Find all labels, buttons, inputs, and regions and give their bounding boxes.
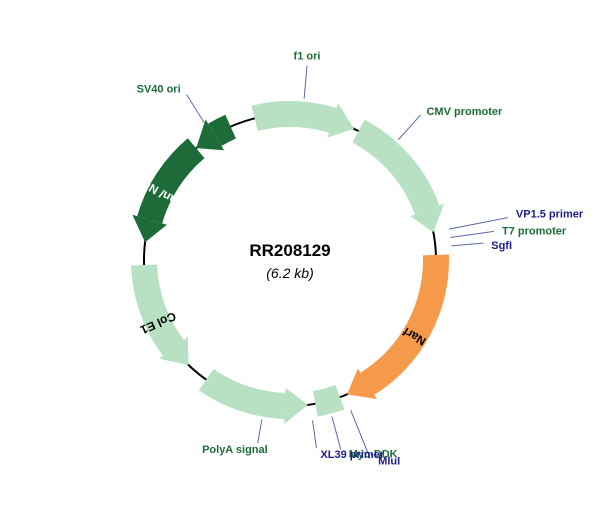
feature-arc: [252, 101, 337, 133]
feature-label: SV40 ori: [137, 84, 181, 96]
feature-arc: [352, 120, 439, 215]
site-label: PolyA signal: [202, 444, 268, 456]
leader-line: [451, 243, 483, 246]
leader-line: [258, 420, 262, 444]
site-label: VP1.5 primer: [516, 209, 584, 221]
leader-line: [187, 95, 204, 123]
feature-arrowhead: [284, 388, 308, 424]
leader-line: [332, 416, 341, 449]
plasmid-size: (6.2 kb): [266, 265, 313, 281]
feature-arc: [313, 385, 344, 417]
plasmid-name: RR208129: [249, 241, 330, 260]
feature-arc: [131, 265, 184, 356]
site-label: XL39 primer: [320, 449, 384, 461]
site-label: SgfI: [491, 240, 512, 252]
leader-line: [304, 66, 307, 99]
feature-label: f1 ori: [294, 51, 321, 63]
feature-arc: [199, 369, 286, 419]
leader-line: [313, 420, 317, 448]
leader-line: [449, 218, 508, 229]
leader-line: [450, 231, 494, 237]
feature-arc: [360, 254, 449, 394]
feature-label: CMV promoter: [426, 106, 503, 118]
site-label: T7 promoter: [502, 225, 567, 237]
leader-line: [398, 115, 420, 140]
